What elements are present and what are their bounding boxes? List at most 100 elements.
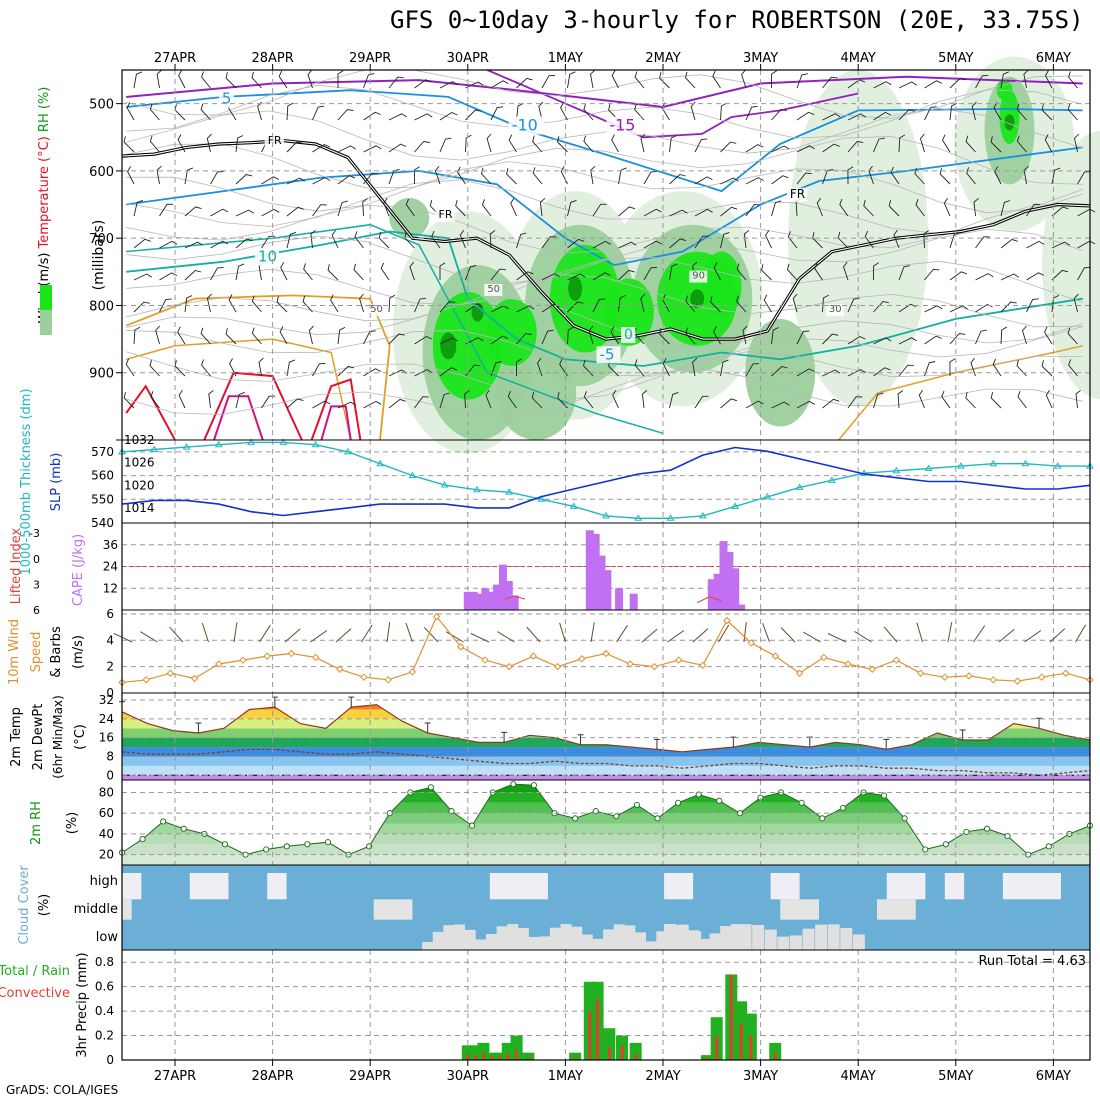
contour-label: -5 xyxy=(600,345,615,363)
wind-barb xyxy=(873,337,892,345)
wind-barb xyxy=(559,358,568,377)
cloud-low-block xyxy=(635,932,647,950)
wind-barb xyxy=(994,166,1002,185)
wind-barb xyxy=(490,106,504,121)
precip-tick-label: 0.4 xyxy=(95,1004,114,1018)
wind-barb xyxy=(439,262,446,280)
wind-barb xyxy=(156,165,162,185)
rh-marker xyxy=(469,822,476,829)
cape-bar xyxy=(487,591,496,610)
cloud-low-block xyxy=(549,927,561,950)
wind-barb xyxy=(405,622,413,643)
wind-barb xyxy=(618,167,627,185)
rh-marker xyxy=(798,799,805,806)
wind-tick-label: 2 xyxy=(106,660,114,674)
precip-conv-bar xyxy=(607,1047,611,1060)
temp-tick-label: 8 xyxy=(106,749,114,763)
wind-barb xyxy=(113,633,133,643)
cape-bar xyxy=(463,591,472,610)
wind-barb xyxy=(611,70,619,89)
wind-barb xyxy=(634,71,645,89)
rh-marker xyxy=(160,818,167,825)
cape-bar xyxy=(603,570,612,610)
wind-barb xyxy=(286,359,296,377)
wind-barb xyxy=(261,208,280,217)
wind-barb xyxy=(1068,71,1078,89)
thickness-tick-label: 570 xyxy=(91,445,114,459)
isotherm-line xyxy=(126,89,1083,193)
wind-barb xyxy=(1077,171,1091,185)
thickness-marker xyxy=(602,511,610,519)
wind-barb xyxy=(1026,240,1045,249)
wind-barb xyxy=(949,358,956,377)
rh-band xyxy=(122,802,1090,814)
wind-barb xyxy=(235,238,253,249)
contour-label: 10 xyxy=(258,248,277,266)
wind-barb xyxy=(873,392,884,409)
wind-barb xyxy=(208,389,214,409)
wind-barb xyxy=(640,133,646,153)
wind-barb xyxy=(567,326,574,345)
wind-barb xyxy=(610,326,619,345)
wind-barb xyxy=(388,294,396,313)
precip-conv-bar xyxy=(515,1050,519,1060)
wind-barb xyxy=(713,326,721,345)
wind-barb xyxy=(388,76,404,89)
wind-barb xyxy=(854,630,872,643)
li-tick-label: 0 xyxy=(33,553,40,566)
isotherm-line xyxy=(838,345,1083,441)
top-day-label: 5MAY xyxy=(938,51,973,66)
thickness-marker xyxy=(343,447,352,455)
wind-barb xyxy=(816,197,823,217)
wind-barb xyxy=(745,363,760,377)
wind-barb xyxy=(612,389,619,409)
wind-barb xyxy=(796,368,815,377)
thickness-tick-label: 560 xyxy=(91,469,114,483)
wind-barb xyxy=(1051,269,1069,281)
wind-barb xyxy=(307,69,313,89)
wind-barb xyxy=(919,133,925,153)
cloud-clear-high xyxy=(189,873,229,900)
wind-barb xyxy=(947,622,953,643)
wind-speed-marker xyxy=(384,676,392,684)
precip-conv-bar xyxy=(466,1053,470,1060)
wind-ylabel-a: 10m Wind xyxy=(7,619,22,685)
wind-barb xyxy=(510,197,517,217)
wind-barb xyxy=(531,391,543,409)
contour-label: 50 xyxy=(487,284,500,295)
temp-band xyxy=(122,718,1090,729)
top-day-label: 2MAY xyxy=(645,51,680,66)
wind-barb xyxy=(771,401,790,409)
wind-barb xyxy=(924,305,943,313)
wind-ylabel-d: (m/s) xyxy=(71,635,86,669)
wind-barb xyxy=(822,294,829,313)
rh-marker xyxy=(613,813,620,820)
cape-bar xyxy=(707,579,716,610)
wind-barb xyxy=(763,294,772,313)
rh-tick-label: 80 xyxy=(99,785,114,799)
wind-barb xyxy=(965,135,976,153)
wind-barb xyxy=(363,73,375,89)
precip-conv-bar xyxy=(749,1035,753,1060)
bottom-day-label: 4MAY xyxy=(841,1069,876,1084)
thickness-marker xyxy=(537,495,546,502)
wind-barb xyxy=(939,168,951,185)
wind-barb xyxy=(643,208,662,217)
wind-barb xyxy=(280,262,288,281)
precip-conv-bar xyxy=(573,1057,577,1060)
wind-barb xyxy=(414,335,432,345)
wind-barb xyxy=(914,167,925,185)
cloud-ylabel: Cloud Cover xyxy=(17,865,32,945)
wind-barb xyxy=(990,391,1002,409)
wind-barb xyxy=(201,71,211,89)
wind-barb xyxy=(1067,327,1078,345)
wind-speed-marker xyxy=(311,653,320,662)
wind-barb xyxy=(640,293,646,313)
wind-barb xyxy=(839,198,849,217)
cape-bar xyxy=(585,530,594,610)
wind-barb xyxy=(771,200,782,217)
wind-tick-label: 6 xyxy=(106,607,114,621)
wind-barb xyxy=(490,268,506,281)
wind-speed-marker xyxy=(941,673,949,681)
rh-contour-line xyxy=(126,367,1083,417)
